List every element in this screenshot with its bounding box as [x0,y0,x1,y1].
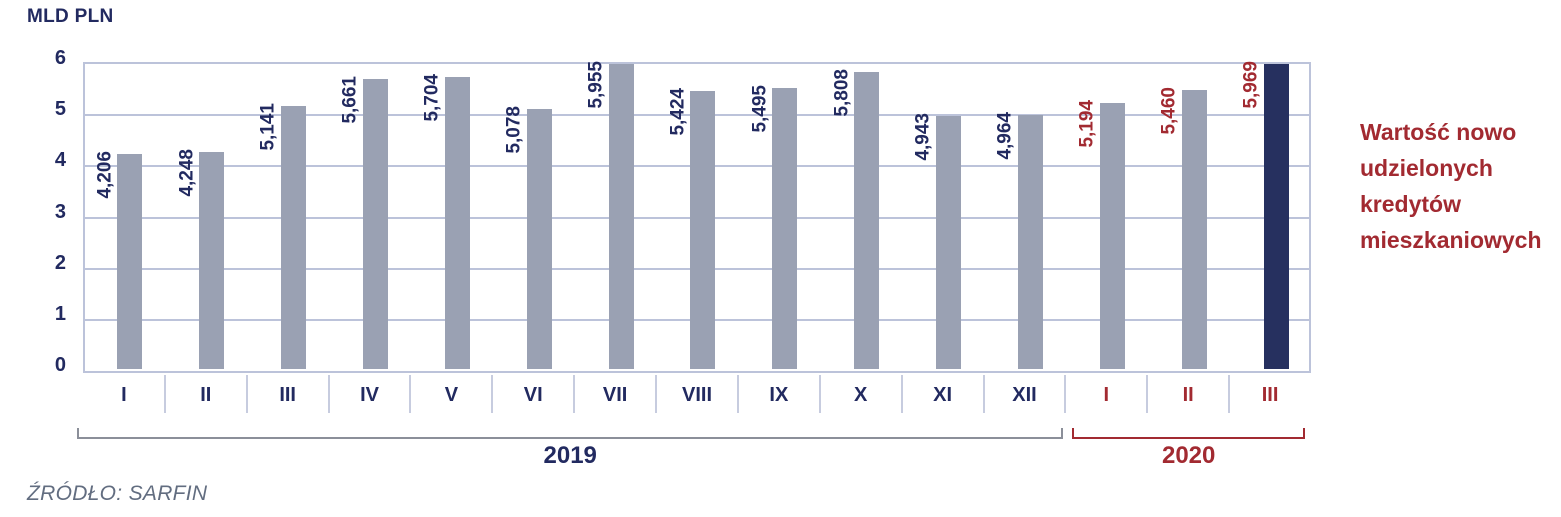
x-tick-separator [736,375,739,413]
y-tick-label: 6 [54,47,66,69]
x-tick-separator [409,375,412,413]
x-tick-separator [491,375,494,413]
x-tick-label: VII [602,384,628,406]
y-tick-label: 2 [54,251,66,274]
bar-slot: 5,460 [1147,62,1229,369]
y-tick-label: 1 [54,302,66,325]
year-bracket [1072,428,1305,439]
x-tick-label: I [1103,384,1110,406]
y-tick-label: 5 [54,98,66,121]
bar [1263,63,1289,369]
bar [117,153,143,369]
bar-value-label: 5,078 [503,106,525,154]
x-tick-label: I [121,384,127,406]
bar-value-label: 4,943 [912,113,934,161]
bar-slot: 5,969 [1229,60,1311,369]
x-tick-separator [1146,375,1149,413]
x-tick-label: IV [360,384,379,406]
bar [526,109,552,369]
bar [772,87,798,369]
bar-value-label: 5,969 [1240,60,1262,109]
bar-value-label: 5,661 [339,76,361,124]
bar [1017,115,1043,369]
x-tick-separator [982,375,985,413]
bar-slot: 4,943 [902,62,984,369]
x-tick-separator [900,375,903,413]
x-tick-separator [818,375,821,413]
bar [854,71,880,369]
bar [1181,89,1207,369]
bar [690,91,716,369]
y-tick-label: 3 [54,200,66,223]
x-tick-label: VI [523,384,543,406]
bar-value-label: 5,704 [421,74,443,122]
bar [1099,103,1125,369]
x-tick-label: III [279,384,296,406]
x-tick-separator [573,375,576,413]
bar-slot: 5,424 [656,62,738,369]
x-tick-label: V [444,384,459,406]
bar-slot: 5,495 [738,62,820,369]
x-tick-separator [327,375,330,413]
bar [199,151,225,369]
bar-slot: 5,661 [329,62,411,369]
bar-slot: 5,955 [574,61,656,369]
y-axis-unit-label: MLD PLN [27,6,114,27]
bar-slot: 5,078 [492,62,574,369]
x-tick-separator [1228,375,1231,413]
bar-value-label: 4,964 [994,112,1016,160]
bar-value-label: 5,460 [1158,86,1180,135]
bar [281,105,307,369]
x-tick-label: XII [1012,384,1037,406]
x-tick-separator [1064,375,1067,413]
bar-value-label: 5,495 [749,84,771,133]
bar-slot: 4,964 [984,62,1066,369]
x-tick-label: VIII [681,384,712,406]
x-tick-label: XI [933,384,953,406]
bar-slot: 4,206 [83,62,165,369]
x-tick-separator [655,375,658,413]
x-tick-label: IX [769,384,789,406]
bar-value-label: 5,808 [831,68,853,117]
x-tick-separator [163,375,166,413]
x-tick-separator [245,375,248,413]
bar-slot: 5,704 [410,62,492,369]
bar [936,116,962,369]
bar [608,64,634,369]
bar-value-label: 5,194 [1076,100,1098,148]
bar-slot: 5,808 [820,62,902,369]
x-tick-label: II [1182,384,1194,406]
year-label: 2019 [543,442,597,469]
bar-slot: 4,248 [165,62,247,369]
bar [444,77,470,369]
bar-slot: 5,141 [247,62,329,369]
x-tick-label: II [200,384,212,406]
y-tick-label: 4 [54,149,66,172]
chart-annotation: Wartość nowo udzielonych kredytów mieszk… [1360,119,1542,253]
bar-value-label: 4,248 [176,148,198,197]
bar-value-label: 4,206 [94,150,116,199]
bar-slot: 5,194 [1065,62,1147,369]
bar-value-label: 5,141 [258,102,280,151]
bar-value-label: 5,955 [585,61,607,109]
x-tick-label: III [1261,384,1279,406]
bar-value-label: 5,424 [667,88,689,137]
year-label: 2020 [1161,442,1216,469]
year-bracket [77,428,1064,439]
bar [363,79,389,369]
x-tick-label: X [854,384,868,406]
y-tick-label: 0 [54,354,66,376]
source-label: ŹRÓDŁO: SARFIN [27,482,208,505]
